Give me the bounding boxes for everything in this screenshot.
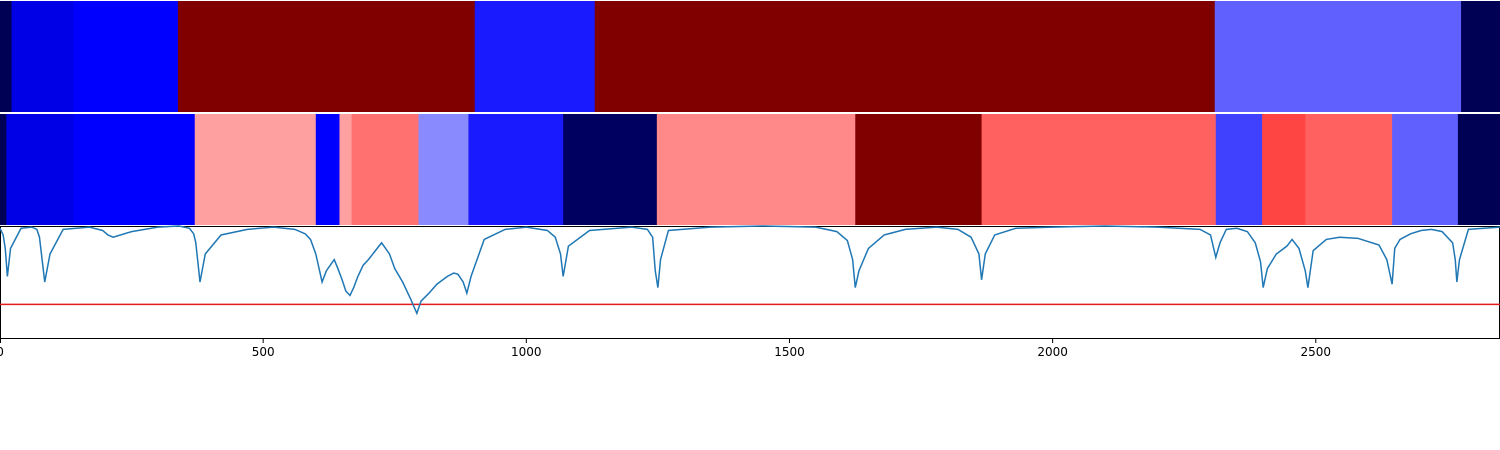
segment-2-4	[194, 114, 317, 225]
segment-2-13	[981, 114, 1217, 225]
curve-line	[0, 225, 1500, 316]
segment-1-5	[474, 1, 596, 112]
segment-2-15	[1262, 114, 1306, 225]
segment-2-10	[563, 114, 658, 225]
segment-2-8	[418, 114, 469, 225]
segment-2-5	[315, 114, 340, 225]
segment-1-7	[1214, 1, 1462, 112]
segment-2-18	[1457, 114, 1500, 225]
x-tick-label-2500: 2500	[1301, 345, 1332, 359]
segment-2-2	[6, 114, 75, 225]
curve-panel-frame	[0, 226, 1500, 339]
segment-2-11	[656, 114, 856, 225]
segment-1-8	[1461, 1, 1500, 112]
curve-panel	[0, 225, 1500, 339]
segment-1-2	[11, 1, 75, 112]
segment-2-3	[73, 114, 196, 225]
x-tick-label-0: 0	[0, 345, 4, 359]
segment-2-6	[339, 114, 353, 225]
segment-2-17	[1392, 114, 1459, 225]
segment-2-16	[1305, 114, 1393, 225]
segment-1-4	[177, 1, 476, 112]
x-tick-label-2000: 2000	[1037, 345, 1068, 359]
x-tick-label-1000: 1000	[511, 345, 542, 359]
segment-2-14	[1215, 114, 1263, 225]
segment-2-1	[0, 114, 7, 225]
segment-2-7	[351, 114, 419, 225]
segment-2-12	[855, 114, 983, 225]
segment-row-1	[0, 1, 1500, 112]
segment-row-2	[0, 114, 1500, 225]
segment-1-6	[594, 1, 1216, 112]
x-tick-label-500: 500	[252, 345, 275, 359]
x-axis: 0 500 1000 1500 2000 2500	[0, 338, 1500, 359]
x-tick-label-1500: 1500	[774, 345, 805, 359]
segment-1-3	[73, 1, 179, 112]
segment-2-9	[468, 114, 564, 225]
segment-1-1	[0, 1, 13, 112]
